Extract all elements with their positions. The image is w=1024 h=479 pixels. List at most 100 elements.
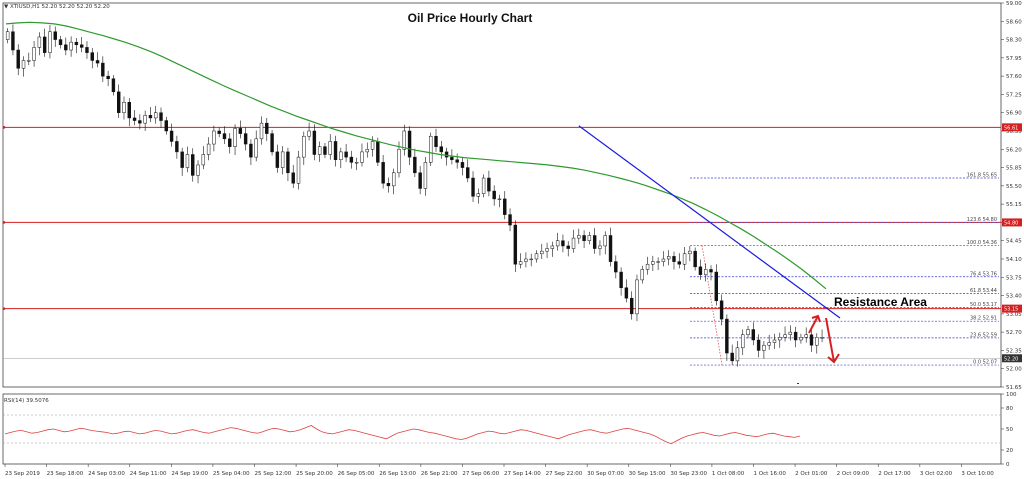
candle-body [370, 141, 375, 150]
candle-body [730, 352, 734, 362]
candle-body [265, 122, 269, 134]
x-tick-label: 30 Sep 07:00 [587, 471, 624, 477]
candle-body [598, 245, 602, 249]
candle-body [513, 224, 518, 265]
x-tick-label: 24 Sep 19:00 [171, 471, 208, 477]
candle-body [143, 115, 147, 124]
candle-body [746, 329, 750, 336]
candle-body [793, 331, 798, 341]
y-tick-label: 52.00 [1006, 367, 1022, 373]
candle-body [503, 198, 507, 215]
x-tick-label: 24 Sep 11:00 [130, 471, 167, 477]
candle-body [714, 271, 719, 302]
x-tick-label: 27 Sep 06:00 [462, 471, 499, 477]
fib-level-label: 61.8 53.44 [970, 288, 997, 294]
candle-body [719, 300, 724, 320]
price-label-text: 52.20 [1004, 356, 1018, 362]
candle-body [270, 133, 274, 153]
arrow-up [808, 315, 819, 334]
candle-body [677, 261, 681, 265]
y-tick-label: 57.95 [1006, 56, 1022, 62]
x-tick-label: 30 Sep 23:00 [670, 471, 707, 477]
candle-body [820, 337, 824, 339]
y-tick-label: 56.20 [1006, 147, 1022, 153]
rsi-panel: 100 80 50 20 0 [2, 392, 1017, 468]
candle-body [614, 261, 618, 273]
candle-body [154, 112, 158, 119]
candle-body [317, 146, 322, 155]
y-tick-label: 58.60 [1006, 19, 1022, 25]
y-tick-label: 59.00 [1006, 1, 1022, 7]
candle-body [608, 235, 613, 262]
y-tick-label: 53.40 [1006, 294, 1022, 300]
candle-body [788, 331, 793, 336]
candle-body [32, 47, 36, 61]
y-tick-label: 53.75 [1006, 275, 1022, 281]
candle-body [645, 263, 650, 270]
candle-body [809, 334, 814, 346]
x-tick-label: 23 Sep 18:00 [47, 471, 84, 477]
candle-body [418, 172, 422, 189]
y-tick-label: 58.30 [1006, 38, 1022, 44]
descending-trendline [578, 125, 841, 319]
x-tick-label: 2 Oct 17:00 [878, 471, 911, 477]
candle-body [254, 138, 258, 158]
candle-body [196, 164, 200, 176]
candle-body [778, 337, 782, 341]
candle-body [286, 151, 290, 174]
candle-body [704, 269, 708, 275]
candle-body [772, 339, 777, 343]
candle-body [429, 135, 433, 163]
candle-body [148, 115, 153, 119]
candle-body [524, 258, 528, 262]
candle-body [783, 334, 787, 338]
fib-level-label: 38.2 52.91 [970, 316, 997, 322]
candle-body [217, 130, 221, 134]
candle-body [545, 248, 549, 252]
x-tick-label: 25 Sep 20:00 [296, 471, 333, 477]
candle-body [101, 62, 105, 77]
candle-body [90, 52, 94, 61]
candle-body [132, 117, 137, 121]
candle-body [407, 130, 412, 158]
candle-body [624, 287, 629, 299]
candle-body [402, 130, 406, 150]
y-tick-label: 57.25 [1006, 92, 1022, 98]
moving-average-line [5, 21, 827, 290]
x-tick-label: 26 Sep 13:00 [379, 471, 416, 477]
candle-body [555, 240, 560, 247]
x-tick-label: 26 Sep 21:00 [421, 471, 458, 477]
y-tick-label: 52.35 [1006, 348, 1022, 354]
symbol-header: ▼ XTIUSD,H1 52.20 52.20 52.20 52.20 [4, 4, 110, 10]
price-label-box [1002, 304, 1022, 313]
candle-body [328, 141, 332, 155]
price-panel: 59.00 58.60 58.30 57.95 57.60 57.25 56.90 56.55… [2, 1, 1022, 391]
y-tick-label: 57.60 [1006, 74, 1022, 80]
candle-body [344, 151, 348, 158]
rsi-line [4, 425, 801, 445]
candle-body [629, 297, 634, 315]
candle-body [354, 162, 359, 164]
fib-level-label: 23.6 52.59 [970, 332, 997, 338]
x-tick-label: 25 Sep 12:00 [255, 471, 292, 477]
candle-body [116, 91, 121, 113]
candle-body [376, 141, 380, 163]
candle-body [69, 41, 73, 51]
candle-body [756, 339, 761, 351]
price-label-text: 53.15 [1004, 307, 1018, 313]
candle-body [487, 177, 491, 192]
price-label-box [1002, 354, 1022, 363]
candle-body [27, 60, 31, 62]
candle-body [651, 261, 655, 265]
candle-body [577, 235, 581, 239]
candle-body [592, 235, 597, 249]
candle-body [127, 102, 131, 119]
y-tick-label: 54.45 [1006, 239, 1022, 245]
candle-body [53, 31, 57, 40]
candle-body [460, 162, 465, 168]
candle-body [349, 156, 354, 163]
x-tick-label: 25 Sep 04:00 [213, 471, 250, 477]
rsi-y-tick-label: 20 [1006, 448, 1013, 454]
